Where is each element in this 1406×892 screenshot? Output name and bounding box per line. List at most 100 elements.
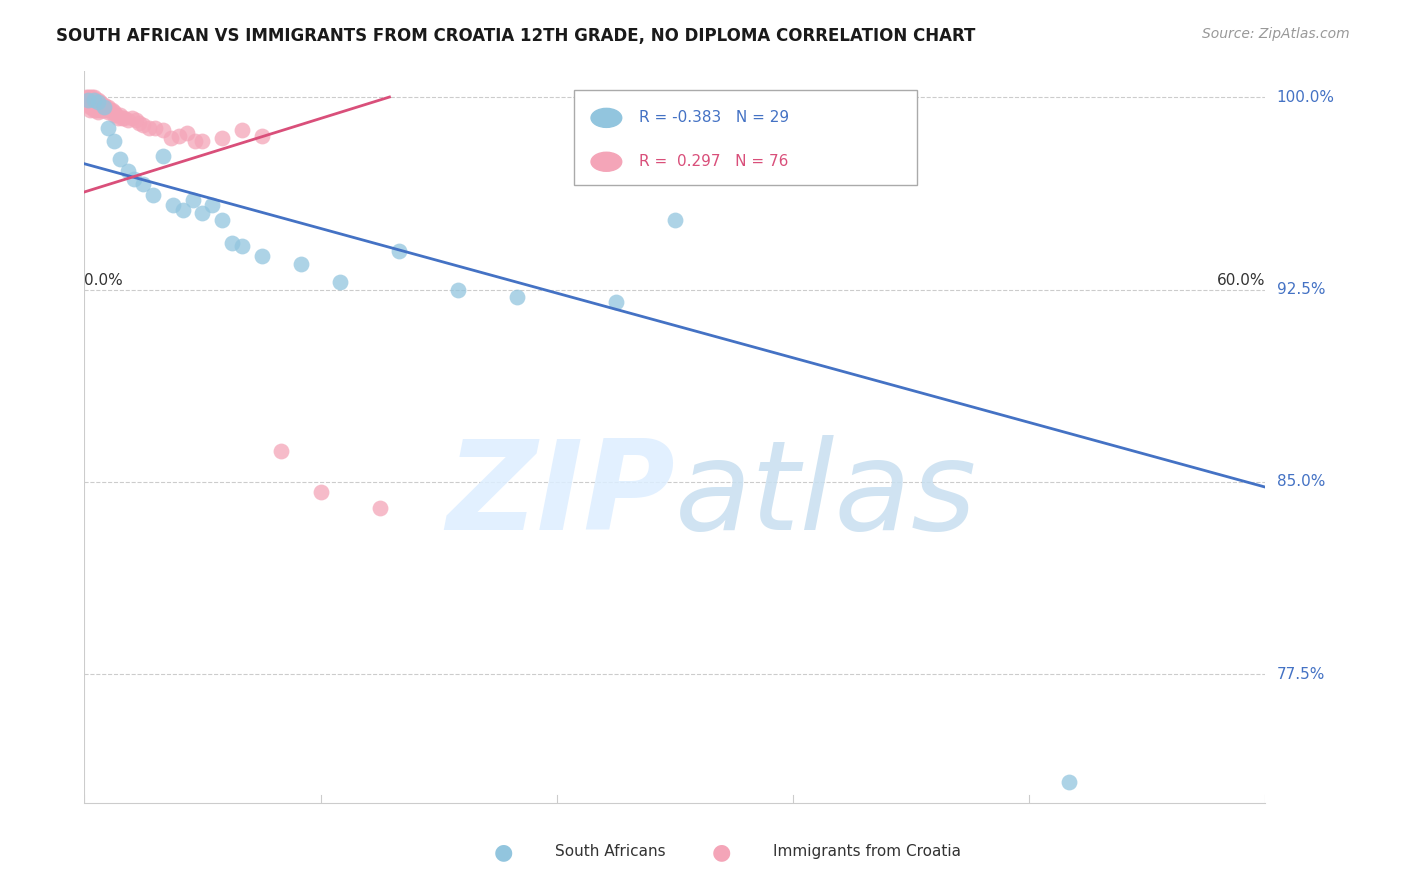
Point xyxy=(117,113,139,128)
Point xyxy=(101,103,124,117)
Point xyxy=(94,103,117,117)
Point xyxy=(89,103,111,117)
Point xyxy=(107,111,129,125)
Text: Source: ZipAtlas.com: Source: ZipAtlas.com xyxy=(1202,27,1350,41)
Text: R = -0.383   N = 29: R = -0.383 N = 29 xyxy=(640,111,790,126)
Point xyxy=(506,290,529,304)
Point xyxy=(270,444,292,458)
Point xyxy=(84,103,107,117)
Point xyxy=(91,100,114,114)
Point xyxy=(250,249,273,263)
Point xyxy=(89,97,111,112)
Point xyxy=(176,126,198,140)
Point xyxy=(108,152,131,166)
Text: SOUTH AFRICAN VS IMMIGRANTS FROM CROATIA 12TH GRADE, NO DIPLOMA CORRELATION CHAR: SOUTH AFRICAN VS IMMIGRANTS FROM CROATIA… xyxy=(56,27,976,45)
Text: 92.5%: 92.5% xyxy=(1277,282,1324,297)
Point xyxy=(231,239,253,253)
Point xyxy=(83,100,105,114)
Point xyxy=(91,97,114,112)
Point xyxy=(211,131,233,145)
Point xyxy=(82,95,104,110)
Point xyxy=(83,93,105,107)
Point xyxy=(121,111,143,125)
Point xyxy=(103,134,125,148)
Point xyxy=(82,100,104,114)
Point xyxy=(103,105,125,120)
Text: Immigrants from Croatia: Immigrants from Croatia xyxy=(773,845,962,859)
Point xyxy=(191,205,214,219)
Text: 0.0%: 0.0% xyxy=(84,273,124,287)
Point xyxy=(183,134,205,148)
Circle shape xyxy=(591,153,621,171)
Point xyxy=(97,120,120,135)
Point xyxy=(87,100,110,114)
Point xyxy=(82,93,104,107)
Point xyxy=(83,97,105,112)
Text: ●: ● xyxy=(494,842,513,862)
Point xyxy=(111,111,134,125)
Point xyxy=(84,95,107,110)
Point xyxy=(143,120,166,135)
Point xyxy=(84,100,107,114)
Point xyxy=(309,485,332,500)
Point xyxy=(108,108,131,122)
Point xyxy=(84,93,107,107)
Point xyxy=(82,97,104,112)
Text: South Africans: South Africans xyxy=(555,845,666,859)
Point xyxy=(93,97,115,112)
Point xyxy=(128,116,150,130)
FancyBboxPatch shape xyxy=(575,90,917,185)
Point xyxy=(75,95,97,110)
Point xyxy=(104,108,127,122)
Point xyxy=(103,108,125,122)
Point xyxy=(93,103,115,117)
Point xyxy=(138,120,160,135)
Point xyxy=(75,93,97,107)
Point xyxy=(112,111,135,125)
Point xyxy=(117,164,139,178)
Point xyxy=(94,100,117,114)
Point xyxy=(79,93,101,107)
Text: 100.0%: 100.0% xyxy=(1277,89,1334,104)
Point xyxy=(77,95,100,110)
Point xyxy=(132,178,155,192)
Point xyxy=(167,128,190,143)
Point xyxy=(368,500,391,515)
Point xyxy=(75,90,97,104)
Point xyxy=(77,97,100,112)
Point xyxy=(152,149,174,163)
Point xyxy=(89,100,111,114)
Point xyxy=(87,105,110,120)
Point xyxy=(77,90,100,104)
Point xyxy=(93,100,115,114)
Point xyxy=(162,198,184,212)
Text: 60.0%: 60.0% xyxy=(1218,273,1265,287)
Point xyxy=(83,90,105,104)
Point xyxy=(172,202,194,217)
Point xyxy=(160,131,183,145)
Point xyxy=(124,113,146,128)
Point xyxy=(211,213,233,227)
Text: ●: ● xyxy=(711,842,731,862)
Point xyxy=(82,90,104,104)
Point xyxy=(83,103,105,117)
Point xyxy=(87,95,110,110)
Point xyxy=(79,95,101,110)
Point xyxy=(87,97,110,112)
Point xyxy=(79,103,101,117)
Point xyxy=(142,187,165,202)
Point xyxy=(447,283,470,297)
Point xyxy=(388,244,411,258)
Point xyxy=(93,100,115,114)
Point xyxy=(77,93,100,107)
Point xyxy=(79,97,101,112)
Point xyxy=(191,134,214,148)
Point xyxy=(98,103,121,117)
Point xyxy=(89,95,111,110)
Text: ZIP: ZIP xyxy=(446,435,675,556)
Point xyxy=(201,198,224,212)
Point xyxy=(181,193,204,207)
Point xyxy=(91,103,114,117)
Point xyxy=(87,95,110,110)
Text: 77.5%: 77.5% xyxy=(1277,667,1324,682)
